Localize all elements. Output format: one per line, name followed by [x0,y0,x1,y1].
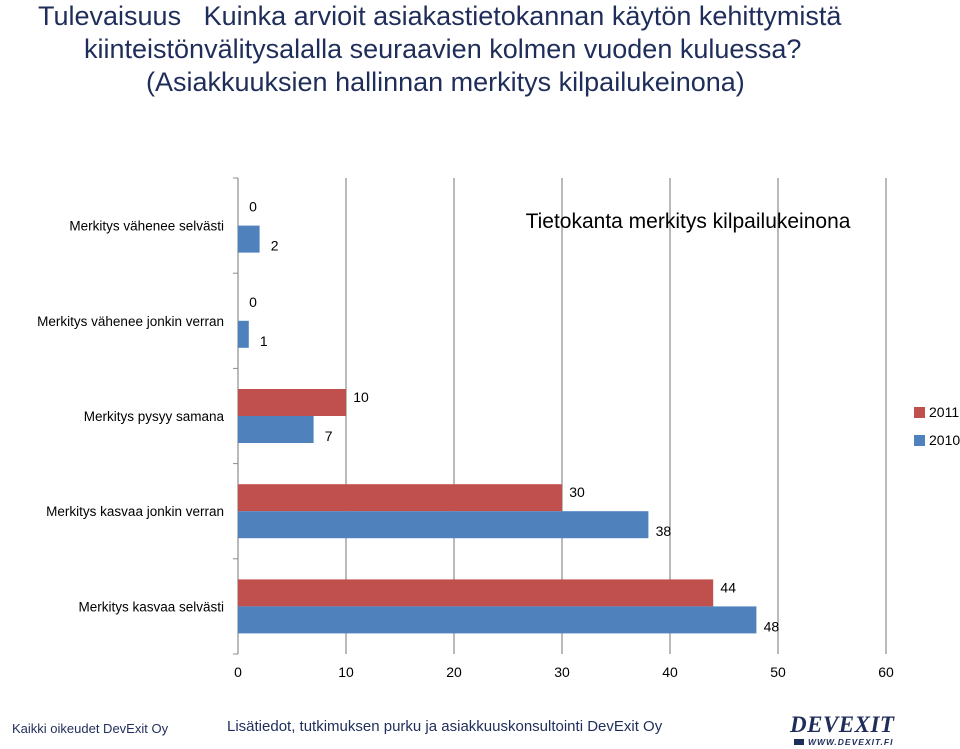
bar-2010 [238,606,757,634]
data-label-2011: 0 [249,199,257,215]
footer-info: Lisätiedot, tutkimuksen purku ja asiakku… [227,718,663,735]
bar-2010 [238,511,649,539]
data-label-2010: 1 [260,333,268,349]
slide-title-line-1: Tulevaisuus Kuinka arvioit asiakastietok… [38,1,842,31]
category-label: Merkitys vähenee jonkin verran [37,314,224,329]
legend-swatch-2011 [914,407,925,418]
x-tick-label: 20 [446,664,462,680]
category-label: Merkitys kasvaa selvästi [78,599,224,614]
devexit-logo: DEVEXIT WWW.DEVEXIT.FI [790,712,950,748]
x-tick-label: 40 [662,664,678,680]
legend-label-2010: 2010 [929,432,960,448]
legend-label-2011: 2011 [929,404,959,420]
gridlines [345,178,887,654]
data-label-2011: 30 [569,484,585,500]
data-label-2011: 44 [720,579,736,595]
data-label-2010: 7 [325,428,333,444]
bar-2010 [238,416,314,443]
footer-copyright: Kaikki oikeudet DevExit Oy [12,721,169,736]
x-tick-label: 60 [878,664,894,680]
x-tick-label: 50 [770,664,786,680]
logo-url: WWW.DEVEXIT.FI [808,737,894,747]
x-tick-label: 0 [234,664,242,680]
x-tick-label: 30 [554,664,570,680]
bar-2010 [238,320,249,348]
legend: 2011 2010 [914,404,960,448]
bar-2010 [238,225,260,253]
category-label: Merkitys vähenee selvästi [69,219,224,234]
logo-bar-mark [794,739,804,745]
bars [238,225,757,634]
slide-title-line-3: (Asiakkuuksien hallinnan merkitys kilpai… [146,67,745,97]
data-label-2010: 48 [764,618,780,634]
axes [233,177,239,655]
x-tick-label: 10 [338,664,354,680]
logo-wordmark: DEVEXIT [790,712,895,737]
slide-title-line-2: kiinteistönvälitysalalla seuraavien kolm… [84,34,802,64]
bar-2011 [238,484,562,512]
data-label-2011: 10 [353,389,369,405]
bar-2011 [238,389,346,416]
data-label-2010: 38 [656,523,672,539]
data-label-2010: 2 [271,238,279,254]
slide-title: Tulevaisuus Kuinka arvioit asiakastietok… [38,0,938,99]
data-label-2011: 0 [249,294,257,310]
category-label: Merkitys pysyy samana [84,409,225,424]
chart-title: Tietokanta merkitys kilpailukeinona [526,210,851,233]
bar-2011 [238,579,714,607]
category-label: Merkitys kasvaa jonkin verran [46,504,224,519]
legend-swatch-2010 [914,435,925,446]
